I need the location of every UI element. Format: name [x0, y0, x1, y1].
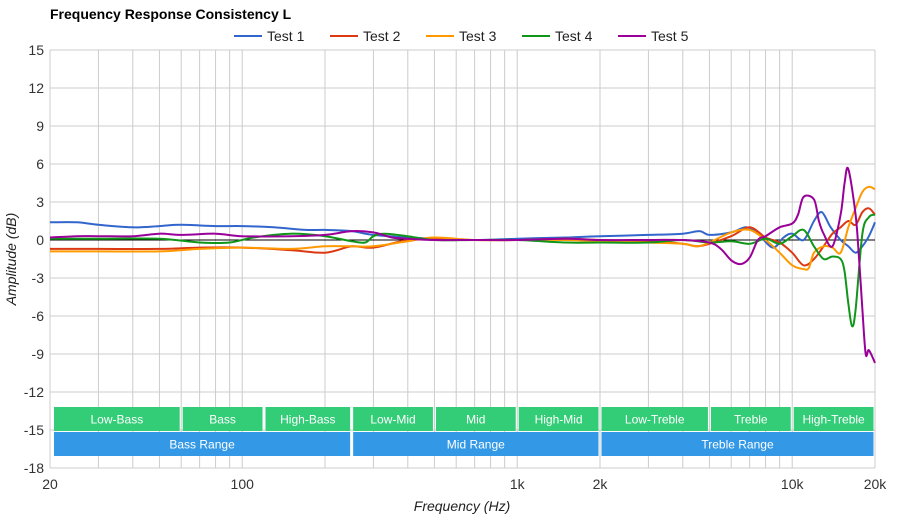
y-tick-label: 9	[36, 118, 44, 134]
range-band	[182, 407, 263, 431]
range-band	[353, 407, 433, 431]
x-axis-ticks: 20 100 1k 2k 10k 20k	[42, 476, 887, 492]
frequency-bands: Low-Bass Bass High-Bass Low-Mid Mid High-Mid L…	[54, 407, 874, 456]
range-group-band	[54, 432, 351, 456]
series-line-test-3	[50, 185, 876, 271]
range-group-band-label: Treble Range	[701, 438, 774, 452]
x-tick-label: 2k	[593, 476, 609, 492]
range-band-label: Low-Treble	[625, 413, 685, 427]
range-band-label: Low-Mid	[370, 413, 415, 427]
y-tick-label: 15	[28, 42, 44, 58]
series-line-test-1	[49, 211, 876, 254]
legend-label: Test 4	[555, 28, 593, 44]
y-tick-label: 12	[28, 80, 44, 96]
x-tick-label: 100	[231, 476, 255, 492]
range-band	[710, 407, 791, 431]
legend-label: Test 1	[267, 28, 305, 44]
x-tick-label: 20	[42, 476, 58, 492]
range-band	[435, 407, 516, 431]
y-tick-label: -6	[32, 308, 45, 324]
x-tick-label: 20k	[864, 476, 888, 492]
range-band-label: Bass	[209, 413, 236, 427]
y-tick-label: -3	[32, 270, 45, 286]
range-band	[518, 407, 599, 431]
y-axis-label: Amplitude (dB)	[3, 213, 19, 307]
grid-lines	[49, 49, 876, 469]
legend-label: Test 3	[459, 28, 497, 44]
x-tick-label: 10k	[781, 476, 805, 492]
chart-title: Frequency Response Consistency L	[50, 6, 292, 22]
series-lines	[49, 166, 876, 364]
range-band-label: Mid	[466, 413, 485, 427]
range-group-band-label: Bass Range	[169, 438, 235, 452]
y-tick-label: 3	[36, 194, 44, 210]
range-band	[601, 407, 708, 431]
series-line-test-5	[49, 166, 876, 364]
range-band-label: High-Mid	[535, 413, 583, 427]
x-axis-label: Frequency (Hz)	[414, 498, 510, 514]
range-band-label: High-Bass	[280, 413, 335, 427]
y-tick-label: 0	[36, 232, 44, 248]
range-band	[793, 407, 874, 431]
series-line-test-4	[49, 213, 876, 328]
legend: Test 1 Test 2 Test 3 Test 4 Test 5	[234, 28, 689, 44]
y-tick-label: -12	[24, 384, 44, 400]
y-tick-label: -9	[32, 346, 45, 362]
range-group-band	[601, 432, 874, 456]
legend-label: Test 2	[363, 28, 401, 44]
y-tick-label: 6	[36, 156, 44, 172]
range-band	[54, 407, 180, 431]
range-band-label: High-Treble	[802, 413, 865, 427]
legend-label: Test 5	[651, 28, 689, 44]
range-band	[265, 407, 351, 431]
y-tick-label: -18	[24, 460, 44, 476]
range-band-label: Treble	[734, 413, 768, 427]
range-band-label: Low-Bass	[91, 413, 144, 427]
y-tick-label: -15	[24, 422, 44, 438]
range-group-band-label: Mid Range	[447, 438, 505, 452]
y-axis-ticks: 15 12 9 6 3 0 -3 -6 -9 -12 -15 -18	[24, 42, 44, 476]
range-group-band	[353, 432, 599, 456]
x-tick-label: 1k	[510, 476, 526, 492]
